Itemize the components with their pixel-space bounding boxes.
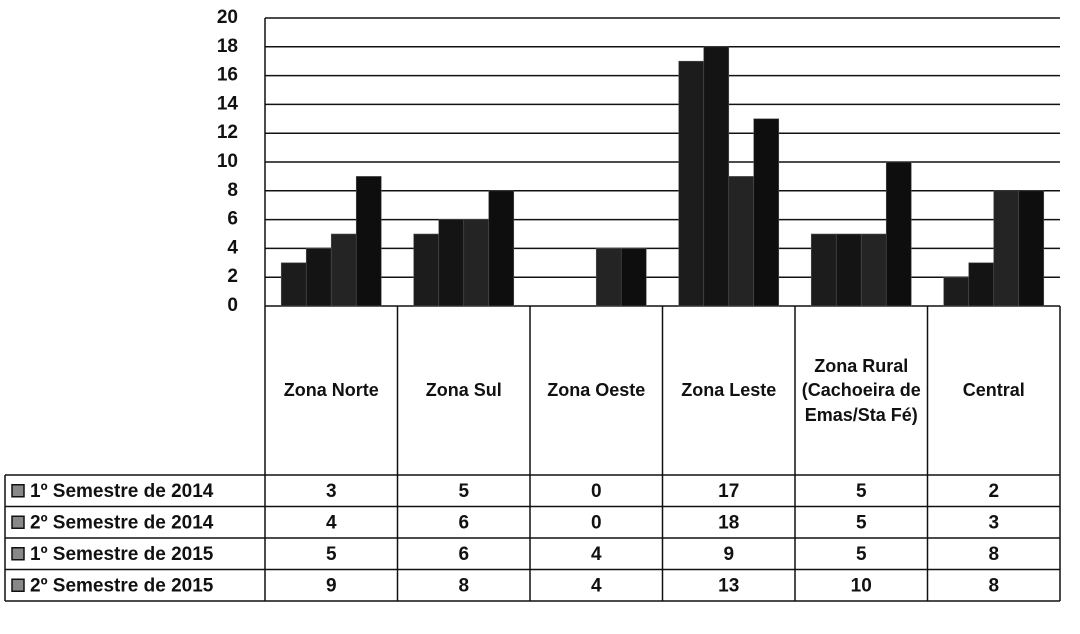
table-value: 6 [458,512,469,533]
bar [885,161,912,307]
y-tick-label: 2 [227,266,238,287]
table-value: 9 [723,544,734,565]
bar [835,233,862,307]
table-value: 2 [988,481,999,502]
legend-label: 1º Semestre de 2015 [30,544,214,565]
category-cell: Zona Leste [681,380,777,401]
x-tick-label: Zona Norte [283,380,379,401]
bar [703,46,730,307]
table-value: 6 [458,544,469,565]
legend-label: 2º Semestre de 2015 [30,575,214,596]
x-tick-label: Zona Sul [425,380,502,401]
bar [330,233,357,307]
table-value: 10 [851,575,872,596]
x-tick-label: Central [962,380,1025,401]
table-value: 13 [718,575,739,596]
bar [463,219,490,307]
table-value: 4 [591,575,602,596]
table-value: 8 [458,575,469,596]
table-value: 5 [856,544,867,565]
bar [993,190,1020,307]
table-value: 9 [326,575,337,596]
legend-key [11,484,25,498]
bar [943,276,970,307]
bar [678,60,705,307]
table-value: 5 [856,512,867,533]
y-tick-label: 18 [217,36,238,57]
table-value: 0 [591,481,602,502]
category-cell: Central [962,380,1025,401]
y-tick-label: 6 [227,209,238,230]
bar [728,176,755,307]
legend-label: 1º Semestre de 2014 [30,481,214,502]
table-value: 0 [591,512,602,533]
y-tick-label: 8 [227,180,238,201]
y-tick-label: 4 [227,237,238,258]
bar [860,233,887,307]
legend-key [11,578,25,592]
table-value: 4 [591,544,602,565]
bar [488,190,515,307]
bar [305,248,332,307]
table-value: 5 [856,481,867,502]
bar [810,233,837,307]
table-value: 17 [718,481,739,502]
bar [413,233,440,307]
table-value: 8 [988,575,999,596]
table-value: 5 [326,544,337,565]
y-tick-label: 10 [217,151,238,172]
legend-label: 2º Semestre de 2014 [30,512,214,533]
table-value: 8 [988,544,999,565]
legend-key [11,547,25,561]
y-tick-label: 0 [227,295,238,316]
category-cell: Zona Rural (Cachoeira de Emas/Sta Fé) [801,356,921,425]
x-tick-label: Zona Oeste [547,380,646,401]
y-tick-label: 14 [217,93,239,114]
bar [595,248,622,307]
x-tick-label: Zona Leste [681,380,777,401]
table-value: 4 [326,512,337,533]
bar [1018,190,1045,307]
category-cell: Zona Norte [283,380,379,401]
y-tick-label: 20 [217,7,238,28]
bar [620,248,647,307]
bar [355,176,382,307]
y-tick-label: 16 [217,65,238,86]
y-tick-label: 12 [217,122,238,143]
table-value: 18 [718,512,739,533]
bar [753,118,780,307]
table-value: 3 [988,512,999,533]
bar [438,219,465,307]
bar [968,262,995,307]
x-tick-label: Zona Rural (Cachoeira de Emas/Sta Fé) [801,356,921,425]
category-cell: Zona Sul [425,380,502,401]
table-value: 5 [458,481,469,502]
legend-key [11,515,25,529]
bar [280,262,307,307]
category-cell: Zona Oeste [547,380,646,401]
table-value: 3 [326,481,337,502]
